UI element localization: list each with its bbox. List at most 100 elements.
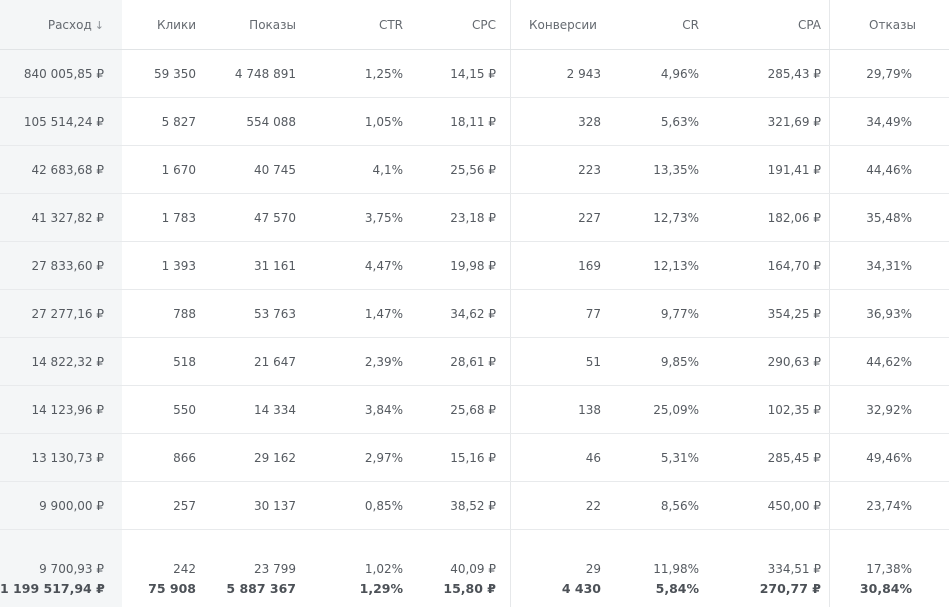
cell-impressions: 30 137 xyxy=(218,481,318,530)
cell-impressions: 29 162 xyxy=(218,433,318,482)
cell-conversions: 51 xyxy=(510,337,616,386)
cell-cr: 13,35% xyxy=(616,145,715,194)
cell-bounces: 32,92% xyxy=(836,385,949,434)
table-row: 27 277,16 ₽788 53 763 1,47% 34,62 ₽77 9,77% 3… xyxy=(0,289,949,338)
cell-cpa: 290,63 ₽ xyxy=(715,337,836,386)
table-row: 14 822,32 ₽518 21 647 2,39% 28,61 ₽51 9,85% 2… xyxy=(0,337,949,386)
cell-clicks: 550 xyxy=(122,385,218,434)
cell-bounces: 34,49% xyxy=(836,97,949,146)
cell-impressions: 31 161 xyxy=(218,241,318,290)
table-row: 27 833,60 ₽1 393 31 161 4,47% 19,98 ₽169 12,… xyxy=(0,241,949,290)
cell-cr: 9,85% xyxy=(616,337,715,386)
column-header-conversions[interactable]: Конверсии xyxy=(510,0,616,50)
column-header-ctr[interactable]: CTR xyxy=(318,0,418,50)
cell-cpc: 34,62 ₽ xyxy=(418,289,510,338)
cell-bounces: 44,62% xyxy=(836,337,949,386)
cell-cpc: 25,68 ₽ xyxy=(418,385,510,434)
cell-conversions: 223 xyxy=(510,145,616,194)
cell-impressions: 21 647 xyxy=(218,337,318,386)
cell-clicks: 59 350 xyxy=(122,49,218,98)
cell-cr: 9,77% xyxy=(616,289,715,338)
cell-cpc: 15,16 ₽ xyxy=(418,433,510,482)
column-header-label: Отказы xyxy=(869,17,916,32)
sort-desc-icon[interactable]: ↓ xyxy=(94,18,104,32)
cell-cpc: 14,15 ₽ xyxy=(418,49,510,98)
cell-cpc: 28,61 ₽ xyxy=(418,337,510,386)
cell-cr: 11,98% xyxy=(653,562,699,576)
cell-spend: 42 683,68 ₽ xyxy=(0,145,122,194)
column-header-cpc[interactable]: CPC xyxy=(418,0,510,50)
cell-spend: 105 514,24 ₽ xyxy=(0,97,122,146)
cell-spend: 14 123,96 ₽ xyxy=(0,385,122,434)
cell-clicks: 257 xyxy=(122,481,218,530)
cell-clicks: 788 xyxy=(122,289,218,338)
cell-conversions: 227 xyxy=(510,193,616,242)
cell-ctr: 4,1% xyxy=(318,145,418,194)
cell-bounces: 17,38% xyxy=(866,562,912,576)
cell-spend: 27 833,60 ₽ xyxy=(0,241,122,290)
total-cell-impressions: 5 887 367 xyxy=(226,581,296,596)
cell-conversions: 328 xyxy=(510,97,616,146)
cell-cr: 5,63% xyxy=(616,97,715,146)
column-header-bounces[interactable]: Отказы xyxy=(836,0,949,50)
table-row: 13 130,73 ₽866 29 162 2,97% 15,16 ₽46 5,31% 2… xyxy=(0,433,949,482)
column-header-impressions[interactable]: Показы xyxy=(218,0,318,50)
column-header-cr[interactable]: CR xyxy=(616,0,715,50)
cell-bounces: 44,46% xyxy=(836,145,949,194)
total-cell-conversions: 4 430 xyxy=(561,581,601,596)
cell-conversions: 46 xyxy=(510,433,616,482)
cell-bounces: 34,31% xyxy=(836,241,949,290)
cell-bounces: 49,46% xyxy=(836,433,949,482)
cell-ctr: 2,39% xyxy=(318,337,418,386)
cell-cpa: 102,35 ₽ xyxy=(715,385,836,434)
cell-clicks: 1 393 xyxy=(122,241,218,290)
cell-clicks: 866 xyxy=(122,433,218,482)
column-header-cpa[interactable]: CPA xyxy=(715,0,836,50)
column-header-label: Расход xyxy=(47,17,92,32)
cell-conversions: 77 xyxy=(510,289,616,338)
cell-cpa: 164,70 ₽ xyxy=(715,241,836,290)
table-row: 41 327,82 ₽1 783 47 570 3,75% 23,18 ₽227 12,… xyxy=(0,193,949,242)
table-row: 9 900,00 ₽257 30 137 0,85% 38,52 ₽22 8,56% 45… xyxy=(0,481,949,530)
cell-cpc: 40,09 ₽ xyxy=(450,562,496,576)
cell-bounces: 29,79% xyxy=(836,49,949,98)
total-cell-cpa: 270,77 ₽ xyxy=(759,581,821,596)
cell-cpa: 321,69 ₽ xyxy=(715,97,836,146)
column-header-label: Клики xyxy=(156,17,196,32)
total-cell-spend: 1 199 517,94 ₽ xyxy=(0,581,105,596)
column-header-label: CPA xyxy=(797,17,821,32)
cell-clicks: 5 827 xyxy=(122,97,218,146)
cell-impressions: 14 334 xyxy=(218,385,318,434)
cell-clicks: 518 xyxy=(122,337,218,386)
cell-impressions: 53 763 xyxy=(218,289,318,338)
cell-ctr: 1,05% xyxy=(318,97,418,146)
column-header-spend[interactable]: Расход ↓ xyxy=(0,0,122,50)
cell-cpc: 18,11 ₽ xyxy=(418,97,510,146)
cell-impressions: 40 745 xyxy=(218,145,318,194)
total-cell-bounces: 30,84% xyxy=(859,581,912,596)
cell-cpc: 23,18 ₽ xyxy=(418,193,510,242)
cell-cr: 12,73% xyxy=(616,193,715,242)
cell-cpa: 285,43 ₽ xyxy=(715,49,836,98)
header-row: Расход ↓ Клики Показы CTR CPC Конверсии CR CPA От… xyxy=(0,0,949,50)
cell-ctr: 4,47% xyxy=(318,241,418,290)
cell-cr: 8,56% xyxy=(616,481,715,530)
cell-cpa: 182,06 ₽ xyxy=(715,193,836,242)
total-cell-ctr: 1,29% xyxy=(359,581,403,596)
cell-impressions: 4 748 891 xyxy=(218,49,318,98)
cell-clicks: 1 783 xyxy=(122,193,218,242)
cell-ctr: 1,02% xyxy=(364,562,403,576)
cell-cpc: 25,56 ₽ xyxy=(418,145,510,194)
cell-conversions: 22 xyxy=(510,481,616,530)
cell-cpc: 38,52 ₽ xyxy=(418,481,510,530)
column-header-label: CTR xyxy=(378,17,403,32)
cell-spend: 14 822,32 ₽ xyxy=(0,337,122,386)
cell-ctr: 3,75% xyxy=(318,193,418,242)
column-header-clicks[interactable]: Клики xyxy=(122,0,218,50)
cell-ctr: 3,84% xyxy=(318,385,418,434)
column-header-label: CR xyxy=(682,17,699,32)
total-cell-cpc: 15,80 ₽ xyxy=(443,581,496,596)
cell-impressions: 554 088 xyxy=(218,97,318,146)
cell-ctr: 1,47% xyxy=(318,289,418,338)
